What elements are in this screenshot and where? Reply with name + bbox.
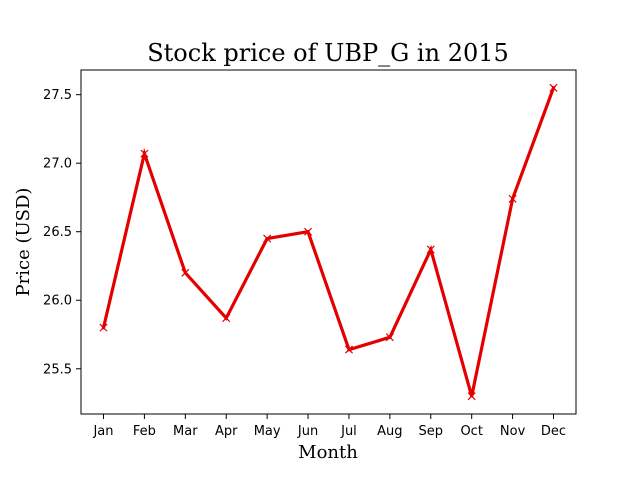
y-tick-label: 25.5 bbox=[43, 362, 72, 377]
x-tick-label: Dec bbox=[541, 424, 566, 439]
chart-title: Stock price of UBP_G in 2015 bbox=[147, 39, 509, 67]
y-tick-label: 26.0 bbox=[43, 294, 72, 309]
x-axis-label: Month bbox=[298, 442, 358, 463]
x-tick-label: Oct bbox=[460, 424, 482, 439]
y-axis-label: Price (USD) bbox=[13, 188, 34, 297]
x-tick-label: Jan bbox=[92, 424, 113, 439]
x-tick-label: Jul bbox=[340, 424, 357, 439]
data-point-marker bbox=[508, 194, 517, 203]
data-point-marker bbox=[304, 227, 313, 236]
data-point-marker bbox=[344, 345, 353, 354]
data-point-marker bbox=[426, 245, 435, 254]
data-point-marker bbox=[549, 83, 558, 92]
x-tick-label: May bbox=[254, 424, 281, 439]
data-point-marker bbox=[222, 314, 231, 323]
y-tick-label: 27.5 bbox=[43, 88, 72, 103]
data-point-marker bbox=[181, 268, 190, 277]
y-tick-label: 26.5 bbox=[43, 225, 72, 240]
x-tick-label: Nov bbox=[500, 424, 526, 439]
data-point-marker bbox=[99, 323, 108, 332]
data-point-marker bbox=[140, 149, 149, 158]
data-point-marker bbox=[467, 392, 476, 401]
plot-area: 25.5 26.0 26.5 27.0 27.5 Jan Feb Mar Apr May Jun Ju… bbox=[43, 69, 577, 439]
x-tick-label: Jun bbox=[297, 424, 318, 439]
x-tick-label: Sep bbox=[419, 424, 444, 439]
x-tick-label: Aug bbox=[377, 424, 402, 439]
x-tick-label: Apr bbox=[215, 424, 238, 439]
plot-frame bbox=[80, 69, 577, 415]
x-tick-label: Feb bbox=[133, 424, 156, 439]
data-point-marker bbox=[263, 234, 272, 243]
series-line bbox=[101, 85, 556, 397]
y-tick-label: 27.0 bbox=[43, 157, 72, 172]
data-point-marker bbox=[385, 333, 394, 342]
x-tick-label: Mar bbox=[173, 424, 198, 439]
